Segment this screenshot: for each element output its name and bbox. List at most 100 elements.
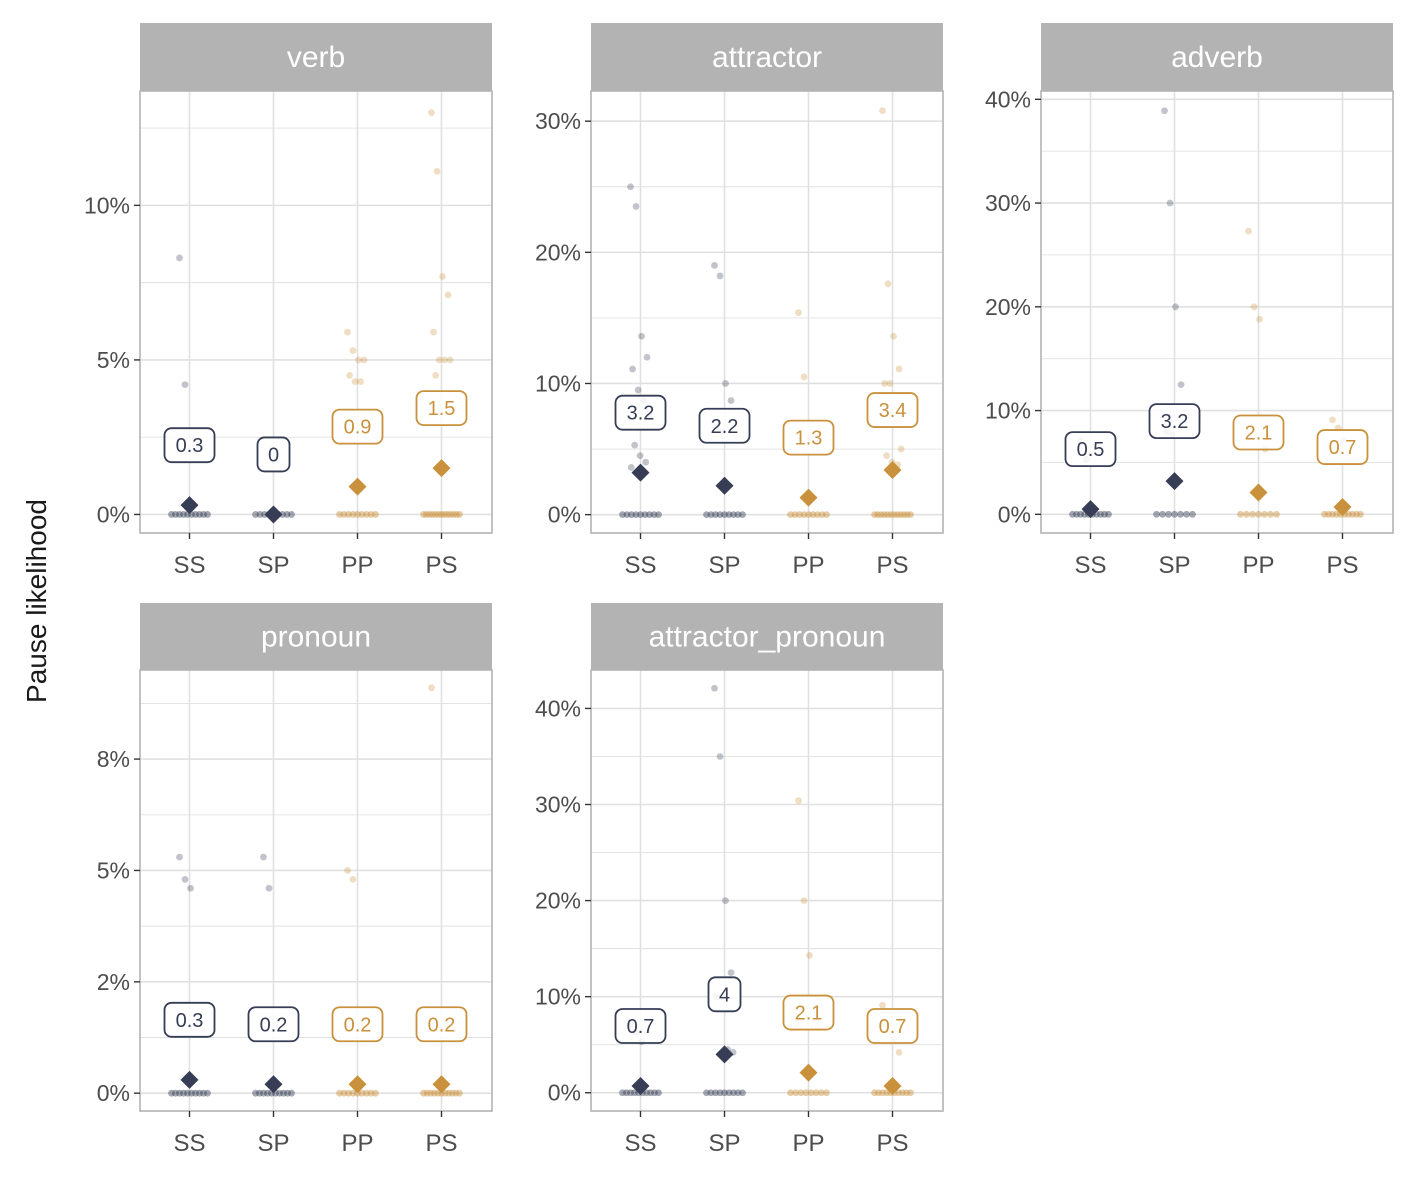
data-point-zero — [623, 511, 631, 519]
data-point-zero — [445, 1089, 453, 1097]
data-point-zero — [1237, 510, 1244, 518]
panel-verb: 0.3 0 0.9 1.5 verb 0% 5% 10% SS SP PP PS — [84, 23, 493, 579]
data-point-zero — [358, 1089, 366, 1097]
data-point-zero — [712, 511, 719, 519]
data-point — [643, 353, 651, 361]
data-point — [800, 897, 808, 904]
data-point-zero — [721, 511, 728, 519]
x-tick-label: PS — [425, 1130, 457, 1157]
data-point-zero — [871, 511, 878, 519]
x-tick-label: SS — [624, 552, 656, 579]
data-point-zero — [887, 511, 895, 519]
data-point-zero — [707, 1089, 715, 1097]
data-point-zero — [336, 511, 343, 518]
data-point-zero — [1159, 510, 1166, 518]
data-point — [881, 380, 888, 387]
data-point-zero — [448, 1089, 456, 1097]
y-tick-label: 10% — [985, 398, 1031, 424]
data-point — [260, 853, 267, 861]
data-point — [441, 356, 449, 364]
x-tick-label: PP — [341, 1130, 373, 1157]
mean-label: 2.1 — [1245, 423, 1273, 445]
data-point-zero — [423, 1089, 431, 1097]
data-point-zero — [879, 1089, 886, 1097]
data-point — [181, 381, 189, 389]
data-point — [357, 378, 365, 385]
data-point-zero — [1183, 510, 1190, 518]
mean-label: 0.9 — [344, 417, 372, 439]
data-point-zero — [453, 511, 460, 518]
mean-marker — [1249, 483, 1268, 502]
mean-marker — [715, 1045, 734, 1064]
y-tick-label: 30% — [535, 792, 581, 818]
data-point — [1245, 227, 1252, 235]
data-point-zero — [427, 1089, 435, 1097]
data-point-zero — [730, 511, 737, 519]
mean-marker — [180, 496, 199, 515]
data-point — [1172, 303, 1179, 311]
data-point-zero — [168, 1089, 175, 1097]
panel-background — [591, 91, 943, 533]
data-point-zero — [805, 511, 812, 519]
mean-marker — [432, 459, 451, 478]
data-point-zero — [429, 511, 436, 518]
data-point-zero — [1097, 510, 1104, 518]
y-tick-label: 10% — [535, 370, 581, 396]
data-point-zero — [802, 1089, 810, 1097]
mean-marker — [348, 1075, 367, 1094]
data-point-zero — [180, 1089, 187, 1097]
data-point-zero — [204, 511, 211, 518]
data-point — [1256, 315, 1263, 323]
data-point-zero — [791, 511, 799, 519]
mean-marker — [799, 1063, 818, 1082]
data-point-zero — [823, 511, 830, 519]
panel-attractor: 3.2 2.2 1.3 3.4 attractor 0% 10% 20% 30% SS SP PP PS — [535, 23, 944, 579]
data-point-zero — [1171, 510, 1178, 518]
mean-marker — [432, 1075, 451, 1094]
data-point-zero — [703, 511, 710, 519]
y-tick-label: 5% — [97, 347, 130, 373]
data-point-zero — [721, 1089, 728, 1097]
data-point-zero — [1101, 510, 1108, 518]
x-tick-label: PP — [792, 1130, 824, 1157]
data-point-zero — [426, 511, 433, 518]
data-point-zero — [707, 511, 715, 519]
data-point-zero — [340, 511, 348, 518]
data-point-zero — [432, 511, 439, 518]
data-point-zero — [716, 511, 724, 519]
data-point — [627, 464, 635, 471]
mean-label: 0.5 — [1077, 439, 1105, 461]
mean-label-box — [415, 1006, 468, 1043]
data-point-zero — [168, 511, 175, 518]
y-tick-label: 0% — [998, 501, 1031, 527]
x-tick-label: PP — [792, 552, 824, 579]
data-point-zero — [637, 511, 644, 519]
data-point-zero — [628, 511, 635, 519]
data-point-zero — [367, 511, 375, 518]
mean-label-box — [1316, 429, 1369, 465]
data-point — [1161, 107, 1168, 115]
data-point-zero — [900, 511, 908, 519]
data-point-zero — [176, 1089, 183, 1097]
data-point-zero — [643, 1089, 650, 1097]
data-point-zero — [423, 511, 430, 518]
data-point-zero — [734, 511, 742, 519]
mean-label: 0.7 — [879, 1016, 907, 1038]
data-point — [187, 884, 194, 892]
data-point-zero — [651, 1089, 658, 1097]
data-point-zero — [725, 1089, 733, 1097]
data-point-zero — [447, 511, 454, 518]
mean-label-box — [1064, 431, 1117, 468]
data-point-zero — [256, 511, 264, 518]
data-point-zero — [367, 1089, 375, 1097]
data-point-zero — [895, 1089, 902, 1097]
data-point-zero — [877, 511, 885, 519]
y-tick-label: 8% — [97, 746, 130, 772]
facet-strip — [140, 603, 492, 670]
data-point-zero — [176, 511, 183, 518]
data-point-zero — [883, 1089, 890, 1097]
data-point-zero — [288, 1089, 295, 1097]
data-point-zero — [188, 1089, 195, 1097]
data-point-zero — [420, 1089, 427, 1097]
data-point-zero — [456, 1089, 463, 1097]
